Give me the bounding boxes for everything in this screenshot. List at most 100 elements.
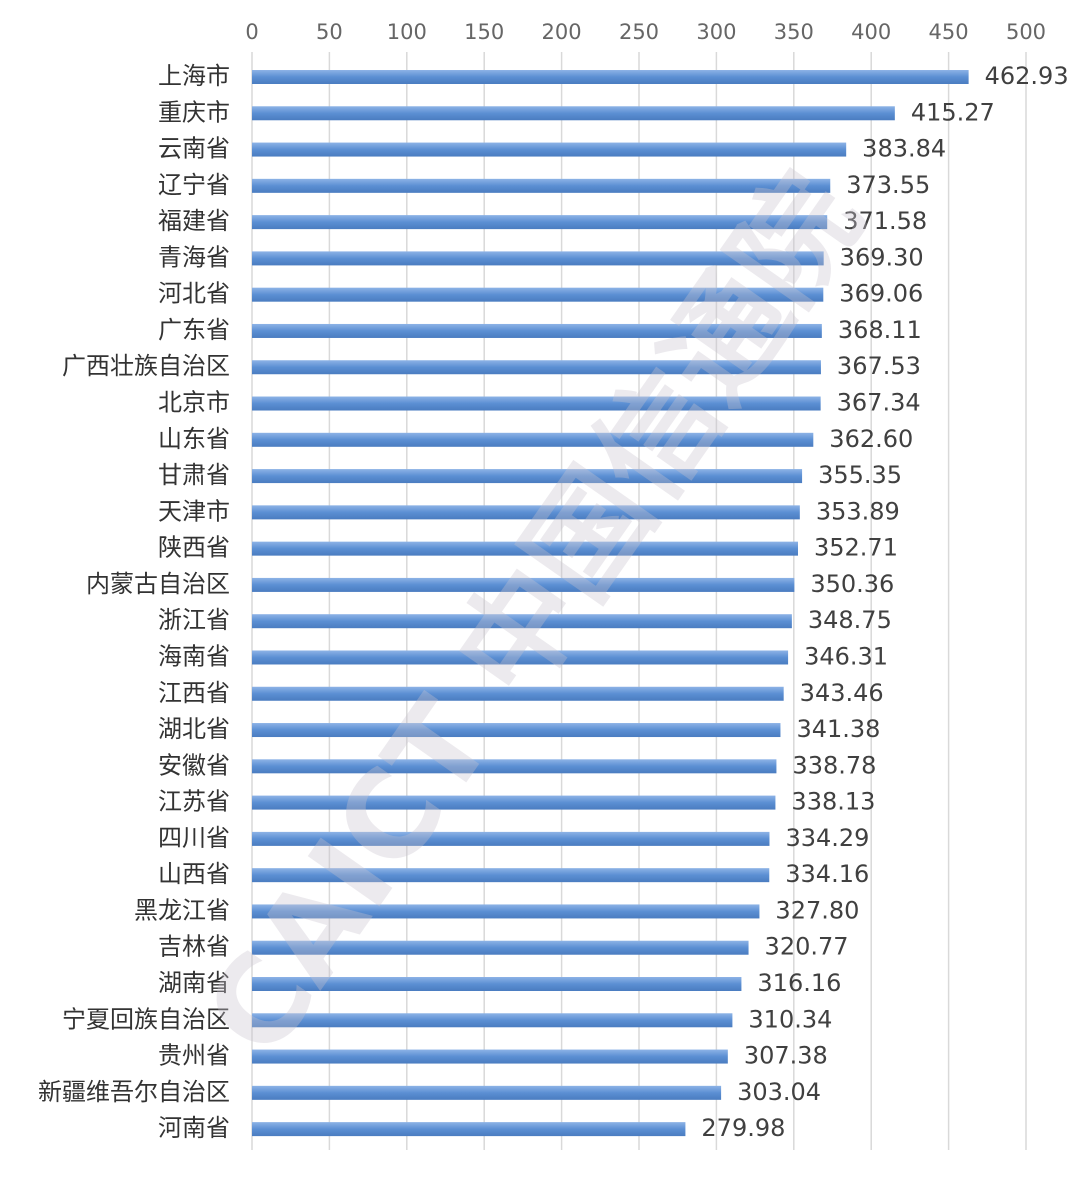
value-label: 307.38 xyxy=(744,1042,828,1070)
y-tick-label: 江苏省 xyxy=(158,788,230,816)
y-tick-label: 山东省 xyxy=(158,425,230,453)
bar xyxy=(252,469,803,484)
x-tick-label: 0 xyxy=(245,20,258,44)
value-label: 355.35 xyxy=(818,461,902,489)
x-tick-label: 500 xyxy=(1006,20,1046,44)
value-label: 341.38 xyxy=(796,715,880,743)
value-label: 371.58 xyxy=(843,207,927,235)
value-label: 310.34 xyxy=(748,1005,832,1033)
bar xyxy=(252,1049,728,1064)
value-label: 367.34 xyxy=(837,389,921,417)
value-label: 350.36 xyxy=(810,570,894,598)
value-label: 334.16 xyxy=(785,860,869,888)
y-tick-label: 天津市 xyxy=(158,497,230,525)
value-label: 348.75 xyxy=(808,606,892,634)
bar xyxy=(252,940,749,955)
bar xyxy=(252,360,821,375)
bar xyxy=(252,541,798,556)
value-label: 338.78 xyxy=(792,751,876,779)
bar xyxy=(252,106,895,121)
x-tick-label: 100 xyxy=(387,20,427,44)
x-tick-label: 250 xyxy=(619,20,659,44)
y-tick-label: 河南省 xyxy=(158,1114,230,1142)
y-tick-label: 浙江省 xyxy=(158,606,230,634)
value-label: 369.30 xyxy=(840,243,924,271)
value-label: 279.98 xyxy=(701,1114,785,1142)
bar xyxy=(252,178,831,193)
y-tick-label: 上海市 xyxy=(158,62,230,90)
y-tick-label: 内蒙古自治区 xyxy=(86,570,230,598)
y-tick-label: 云南省 xyxy=(158,135,230,163)
x-tick-label: 200 xyxy=(542,20,582,44)
value-label: 303.04 xyxy=(737,1078,821,1106)
bar xyxy=(252,251,824,266)
y-tick-label: 青海省 xyxy=(158,243,230,271)
bar xyxy=(252,868,770,883)
y-tick-label: 宁夏回族自治区 xyxy=(62,1005,230,1033)
bar xyxy=(252,1122,686,1137)
value-label: 367.53 xyxy=(837,352,921,380)
value-label: 334.29 xyxy=(785,824,869,852)
y-tick-label: 重庆市 xyxy=(158,98,230,126)
bar xyxy=(252,759,777,774)
y-tick-label: 黑龙江省 xyxy=(134,896,230,924)
y-tick-label: 湖南省 xyxy=(158,969,230,997)
bar xyxy=(252,1085,722,1100)
bar xyxy=(252,650,789,665)
bar xyxy=(252,1013,733,1028)
value-label: 415.27 xyxy=(911,98,995,126)
bar xyxy=(252,795,776,810)
value-label: 373.55 xyxy=(846,171,930,199)
value-label: 352.71 xyxy=(814,534,898,562)
bar xyxy=(252,70,969,84)
y-tick-label: 安徽省 xyxy=(158,751,230,779)
x-tick-label: 350 xyxy=(774,20,814,44)
y-tick-label: 江西省 xyxy=(158,679,230,707)
bar xyxy=(252,723,781,738)
y-tick-label: 广东省 xyxy=(158,316,230,344)
y-tick-label: 新疆维吾尔自治区 xyxy=(38,1078,230,1106)
bar xyxy=(252,287,824,302)
value-label: 338.13 xyxy=(791,788,875,816)
value-label: 327.80 xyxy=(775,896,859,924)
bar xyxy=(252,432,814,447)
x-tick-label: 300 xyxy=(696,20,736,44)
value-label: 368.11 xyxy=(838,316,922,344)
bar xyxy=(252,396,821,411)
y-tick-label: 陕西省 xyxy=(158,534,230,562)
bar xyxy=(252,215,828,230)
bar xyxy=(252,977,742,991)
bar xyxy=(252,142,847,157)
value-label: 383.84 xyxy=(862,135,946,163)
y-tick-label: 四川省 xyxy=(158,824,230,852)
bar xyxy=(252,831,770,846)
y-tick-label: 山西省 xyxy=(158,860,230,888)
bar xyxy=(252,505,800,520)
y-tick-label: 河北省 xyxy=(158,280,230,308)
bar xyxy=(252,323,822,338)
x-tick-label: 400 xyxy=(851,20,891,44)
bar xyxy=(252,904,760,919)
value-label: 343.46 xyxy=(800,679,884,707)
value-label: 320.77 xyxy=(765,933,849,961)
y-tick-label: 海南省 xyxy=(158,642,230,670)
value-label: 353.89 xyxy=(816,497,900,525)
y-tick-label: 广西壮族自治区 xyxy=(62,352,230,380)
bar xyxy=(252,686,784,701)
y-tick-label: 甘肃省 xyxy=(158,461,230,489)
y-tick-label: 贵州省 xyxy=(158,1042,230,1070)
value-label: 369.06 xyxy=(839,280,923,308)
y-tick-label: 福建省 xyxy=(158,207,230,235)
x-tick-label: 50 xyxy=(316,20,343,44)
y-tick-label: 辽宁省 xyxy=(158,171,230,199)
value-label: 346.31 xyxy=(804,642,888,670)
value-label: 316.16 xyxy=(757,969,841,997)
y-tick-label: 吉林省 xyxy=(158,933,230,961)
y-tick-label: 湖北省 xyxy=(158,715,230,743)
y-tick-label: 北京市 xyxy=(158,389,230,417)
bar xyxy=(252,577,795,592)
value-label: 362.60 xyxy=(829,425,913,453)
value-label: 462.93 xyxy=(985,62,1069,90)
x-tick-label: 150 xyxy=(464,20,504,44)
